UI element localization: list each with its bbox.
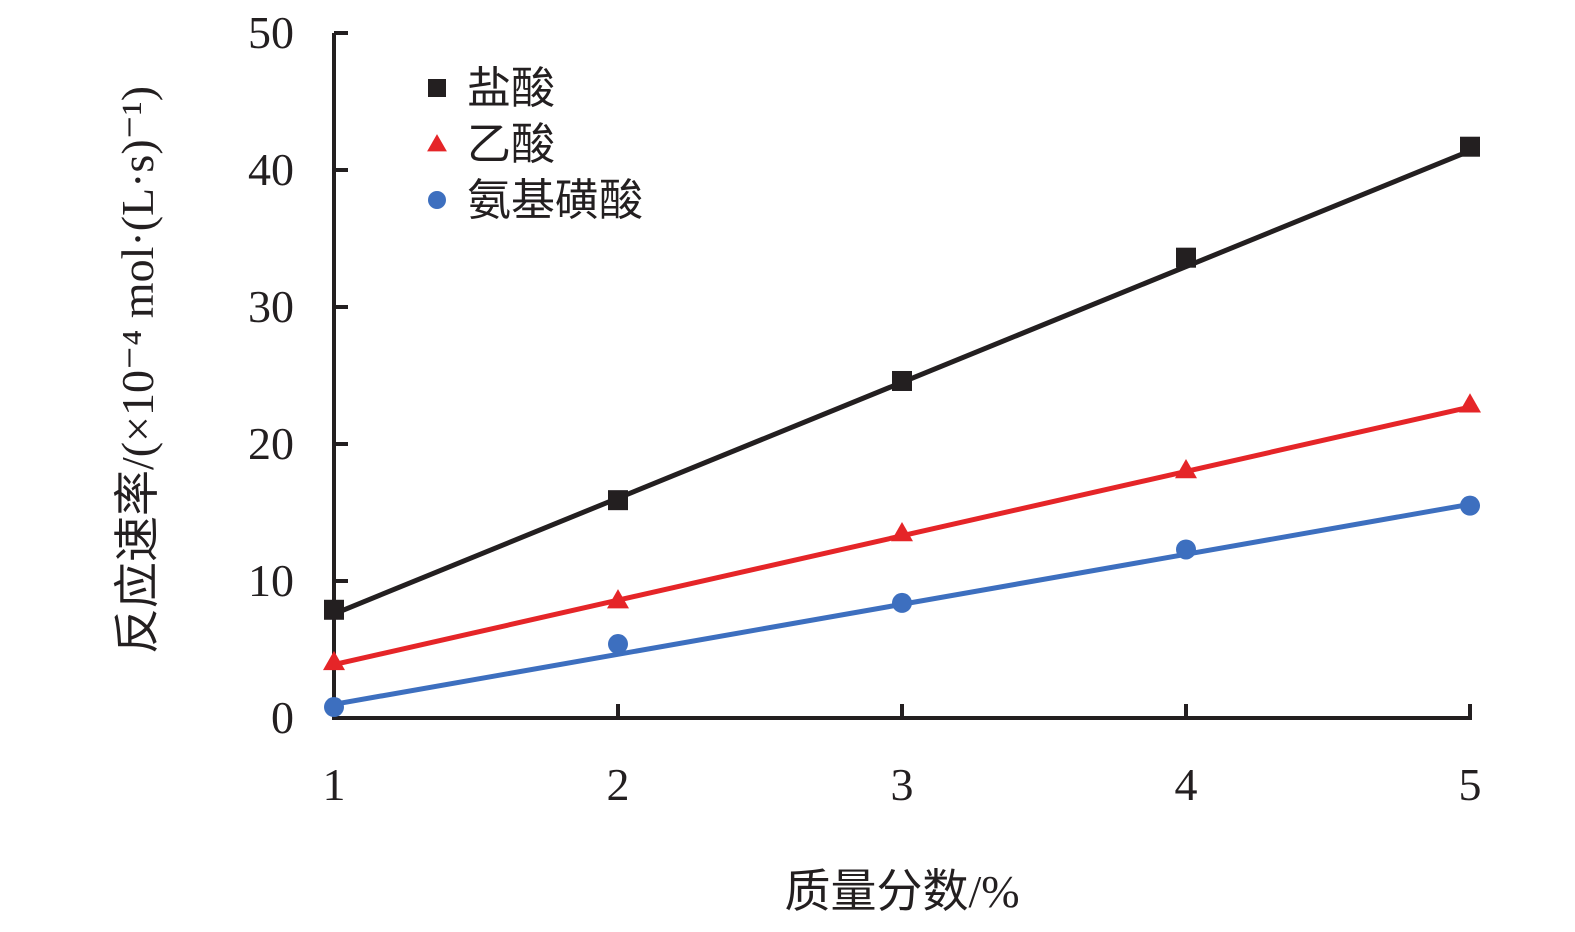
- x-tick-label: 2: [607, 759, 630, 810]
- data-point-acetic: [891, 522, 913, 542]
- data-point-sulfamic: [608, 634, 628, 655]
- data-point-hcl: [1460, 136, 1480, 157]
- data-point-sulfamic: [1460, 495, 1480, 516]
- data-point-sulfamic: [1176, 539, 1196, 560]
- data-point-acetic: [323, 650, 345, 671]
- data-point-hcl: [892, 370, 912, 391]
- x-axis-title: 质量分数/%: [784, 866, 1019, 917]
- x-tick-label: 3: [891, 759, 914, 810]
- y-tick-label: 40: [248, 144, 294, 195]
- y-tick-label: 30: [248, 281, 294, 332]
- legend-label-sulfamic: 氨基磺酸: [467, 176, 643, 225]
- data-point-acetic: [607, 589, 629, 609]
- data-point-acetic: [1175, 459, 1197, 479]
- x-tick-label: 1: [323, 759, 346, 810]
- x-tick-label: 4: [1175, 759, 1198, 810]
- y-tick-label: 10: [248, 555, 294, 606]
- y-tick-label: 50: [248, 7, 294, 58]
- legend-label-hcl: 盐酸: [467, 64, 555, 113]
- data-point-hcl: [324, 599, 344, 620]
- data-point-hcl: [1176, 247, 1196, 268]
- data-point-hcl: [608, 490, 628, 511]
- y-tick-label: 0: [271, 692, 294, 743]
- y-axis-title: 反应速率/(×10⁻⁴ mol·(L·s)⁻¹): [112, 86, 163, 654]
- x-tick-label: 5: [1459, 759, 1482, 810]
- legend-marker-hcl: [428, 79, 446, 97]
- data-point-acetic: [1459, 393, 1481, 413]
- legend-marker-acetic: [427, 134, 447, 152]
- data-point-sulfamic: [324, 697, 344, 718]
- legend-marker-sulfamic: [428, 191, 446, 209]
- data-point-sulfamic: [892, 592, 912, 613]
- legend-label-acetic: 乙酸: [467, 120, 555, 169]
- y-tick-label: 20: [248, 418, 294, 469]
